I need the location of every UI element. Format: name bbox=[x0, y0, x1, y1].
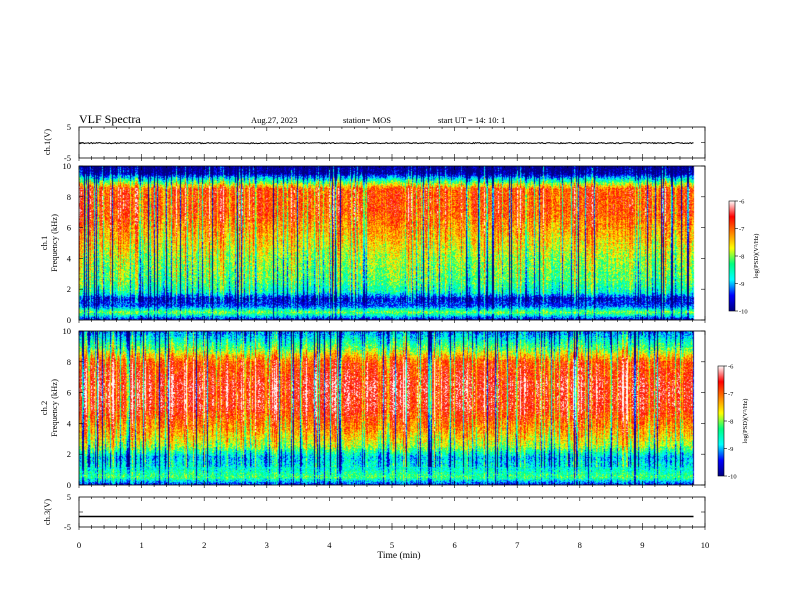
ch2-spec-ylabel-channel: ch.2 bbox=[39, 401, 49, 415]
colorbar-tick-label: -6 bbox=[739, 199, 745, 206]
ch2-spec-ylabel-frequency: Frequency (kHz) bbox=[49, 379, 59, 437]
time-axis-tick-label: 7 bbox=[515, 540, 519, 550]
ch1-wave-ylabel: ch.1(V) bbox=[42, 129, 52, 155]
ch3-waveform-panel: 5 -5 ch.3(V) bbox=[42, 492, 706, 532]
ch2-colorbar-ticks: -6 -7 -8 -9 -10 bbox=[724, 364, 737, 481]
time-axis-tick-label: 1 bbox=[139, 540, 143, 550]
spec-ytick-label: 4 bbox=[67, 418, 72, 428]
ch1-waveform-line bbox=[79, 141, 694, 145]
time-axis-label: Time (min) bbox=[377, 550, 420, 561]
ch1-wave-ytick-bottom: -5 bbox=[64, 153, 71, 163]
date-label: Aug.27, 2023 bbox=[251, 115, 298, 125]
time-axis-tick-label: 3 bbox=[265, 540, 269, 550]
start-time-label: start UT = 14: 10: 1 bbox=[438, 115, 505, 125]
spec-ytick-label: 10 bbox=[63, 326, 72, 336]
time-axis-tick-label: 9 bbox=[640, 540, 644, 550]
ch2-colorbar: -6 -7 -8 -9 -10 log(PSD)(V²/Hz) bbox=[717, 364, 749, 481]
time-axis-tick-label: 6 bbox=[452, 540, 456, 550]
colorbar-tick-label: -8 bbox=[728, 419, 733, 426]
spec-ytick-label: 6 bbox=[67, 388, 71, 398]
ch1-spec-ylabel-frequency: Frequency (kHz) bbox=[49, 214, 59, 272]
spec-ytick-label: 8 bbox=[67, 192, 71, 202]
ch1-spectrogram-ticks bbox=[78, 165, 706, 323]
time-axis-tick-labels: 0 1 2 3 4 5 6 7 8 9 10 bbox=[77, 540, 709, 550]
ch3-waveform-ticks bbox=[78, 497, 706, 530]
time-axis-tick-label: 0 bbox=[77, 540, 81, 550]
colorbar-tick-label: -6 bbox=[728, 364, 734, 371]
colorbar-tick-label: -7 bbox=[728, 391, 734, 398]
colorbar-tick-label: -9 bbox=[739, 281, 744, 288]
ch2-spectrogram-ticks bbox=[78, 330, 706, 488]
ch1-colorbar-ticks: -6 -7 -8 -9 -10 bbox=[735, 199, 748, 316]
spec-ytick-label: 6 bbox=[67, 223, 71, 233]
ch1-wave-ytick-top: 5 bbox=[67, 122, 71, 132]
colorbar-tick-label: -10 bbox=[728, 474, 737, 481]
time-axis-tick-label: 2 bbox=[202, 540, 206, 550]
ch2-spectrogram-image bbox=[79, 331, 705, 485]
ch3-wave-ylabel: ch.3(V) bbox=[42, 499, 52, 525]
time-axis-tick-label: 4 bbox=[327, 540, 332, 550]
ch1-spectrogram-ytick-labels: 0 2 4 6 8 10 bbox=[63, 161, 72, 325]
time-axis-tick-label: 10 bbox=[701, 540, 710, 550]
ch1-spec-ylabel-channel: ch.1 bbox=[39, 236, 49, 250]
ch1-colorbar: -6 -7 -8 -9 -10 log(PSD)(V²/Hz) bbox=[728, 199, 760, 316]
spec-ytick-label: 10 bbox=[63, 161, 72, 171]
ch1-spectrogram-panel: 0 2 4 6 8 10 ch.1 Frequency (kHz) bbox=[39, 161, 706, 325]
ch1-waveform-panel: 5 -5 ch.1(V) bbox=[42, 122, 706, 163]
ch3-waveform-frame bbox=[78, 496, 706, 528]
colorbar-tick-label: -8 bbox=[739, 254, 744, 261]
colorbar-tick-label: -7 bbox=[739, 226, 745, 233]
ch1-colorbar-gradient bbox=[729, 201, 735, 311]
spec-ytick-label: 8 bbox=[67, 357, 71, 367]
ch3-wave-ytick-bottom: -5 bbox=[64, 522, 71, 532]
spec-ytick-label: 2 bbox=[67, 284, 71, 294]
ch3-wave-ytick-top: 5 bbox=[67, 492, 71, 502]
colorbar-tick-label: -10 bbox=[739, 309, 748, 316]
time-axis-tick-label: 5 bbox=[390, 540, 394, 550]
station-label: station= MOS bbox=[343, 115, 391, 125]
ch1-waveform-ticks bbox=[78, 127, 706, 161]
ch1-colorbar-label: log(PSD)(V²/Hz) bbox=[753, 234, 760, 279]
spec-ytick-label: 2 bbox=[67, 449, 71, 459]
colorbar-tick-label: -9 bbox=[728, 446, 733, 453]
spec-ytick-label: 0 bbox=[67, 315, 71, 325]
figure-title: VLF Spectra bbox=[79, 112, 141, 126]
time-axis-tick-label: 8 bbox=[578, 540, 582, 550]
ch1-spectrogram-image bbox=[79, 166, 705, 320]
ch2-spectrogram-ytick-labels: 0 2 4 6 8 10 bbox=[63, 326, 72, 490]
spec-ytick-label: 4 bbox=[67, 253, 72, 263]
ch2-spectrogram-panel: 0 2 4 6 8 10 ch.2 Frequency (kHz) bbox=[39, 326, 706, 490]
ch2-colorbar-label: log(PSD)(V²/Hz) bbox=[742, 399, 749, 444]
spec-ytick-label: 0 bbox=[67, 480, 71, 490]
ch2-colorbar-gradient bbox=[718, 366, 724, 476]
